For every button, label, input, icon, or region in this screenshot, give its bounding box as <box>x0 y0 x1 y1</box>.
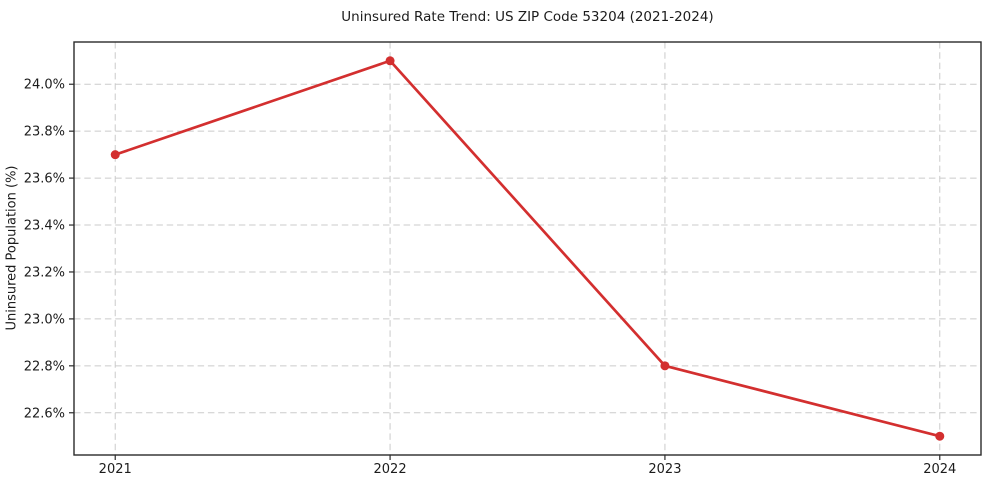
chart-title: Uninsured Rate Trend: US ZIP Code 53204 … <box>341 9 714 25</box>
y-tick-label: 22.8% <box>24 359 65 374</box>
x-tick-label: 2023 <box>648 462 681 477</box>
x-tick-label: 2022 <box>374 462 407 477</box>
trend-line <box>113 59 942 438</box>
data-point-2022 <box>385 56 395 66</box>
y-tick-label: 22.6% <box>24 406 65 421</box>
plot-border <box>73 41 982 456</box>
data-point-2024 <box>935 431 945 441</box>
data-point-2021 <box>110 150 120 160</box>
y-tick-label: 23.6% <box>24 172 65 187</box>
y-tick-label: 23.0% <box>24 312 65 327</box>
y-tick-label: 23.2% <box>24 265 65 280</box>
y-tick-label: 24.0% <box>24 78 65 93</box>
x-tick-label: 2021 <box>99 462 132 477</box>
x-tick-label: 2024 <box>923 462 956 477</box>
y-tick-label: 23.4% <box>24 219 65 234</box>
y-tick-label: 23.8% <box>24 125 65 140</box>
data-point-2023 <box>660 361 670 371</box>
